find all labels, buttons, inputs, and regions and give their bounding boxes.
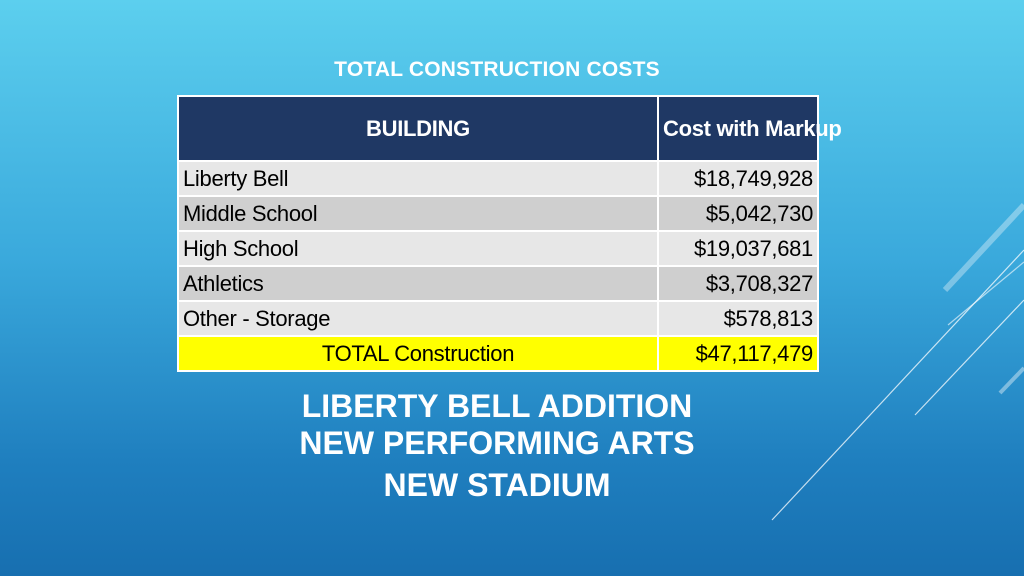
total-label-cell: TOTAL Construction xyxy=(177,335,659,372)
table-row: Liberty Bell $18,749,928 xyxy=(177,160,819,197)
cost-cell: $18,749,928 xyxy=(657,160,819,197)
building-cell: Middle School xyxy=(177,195,659,232)
decorative-line xyxy=(998,366,1024,395)
construction-costs-table: BUILDING Cost with Markup Liberty Bell $… xyxy=(177,95,842,372)
building-cell: High School xyxy=(177,230,659,267)
cost-cell: $3,708,327 xyxy=(657,265,819,302)
table-total-row: TOTAL Construction $47,117,479 xyxy=(177,335,819,372)
column-header-cost: Cost with Markup xyxy=(657,95,842,162)
cost-cell: $5,042,730 xyxy=(657,195,819,232)
building-cell: Athletics xyxy=(177,265,659,302)
cost-cell: $578,813 xyxy=(657,300,819,337)
table-row: Athletics $3,708,327 xyxy=(177,265,819,302)
building-cell: Other - Storage xyxy=(177,300,659,337)
table-row: Other - Storage $578,813 xyxy=(177,300,819,337)
cost-cell: $19,037,681 xyxy=(657,230,819,267)
column-header-building: BUILDING xyxy=(177,95,659,162)
subtitle-line-1: LIBERTY BELL ADDITION xyxy=(301,388,693,424)
decorative-line xyxy=(942,202,1024,293)
total-cost-cell: $47,117,479 xyxy=(657,335,819,372)
table-row: Middle School $5,042,730 xyxy=(177,195,819,232)
subtitle-line-3: NEW STADIUM xyxy=(383,467,611,503)
subtitle-line-2: NEW PERFORMING ARTS xyxy=(299,425,695,461)
table-row: High School $19,037,681 xyxy=(177,230,819,267)
building-cell: Liberty Bell xyxy=(177,160,659,197)
table-title: TOTAL CONSTRUCTION COSTS xyxy=(334,58,660,81)
table-header-row: BUILDING Cost with Markup xyxy=(177,95,842,162)
decorative-line xyxy=(947,261,1024,326)
